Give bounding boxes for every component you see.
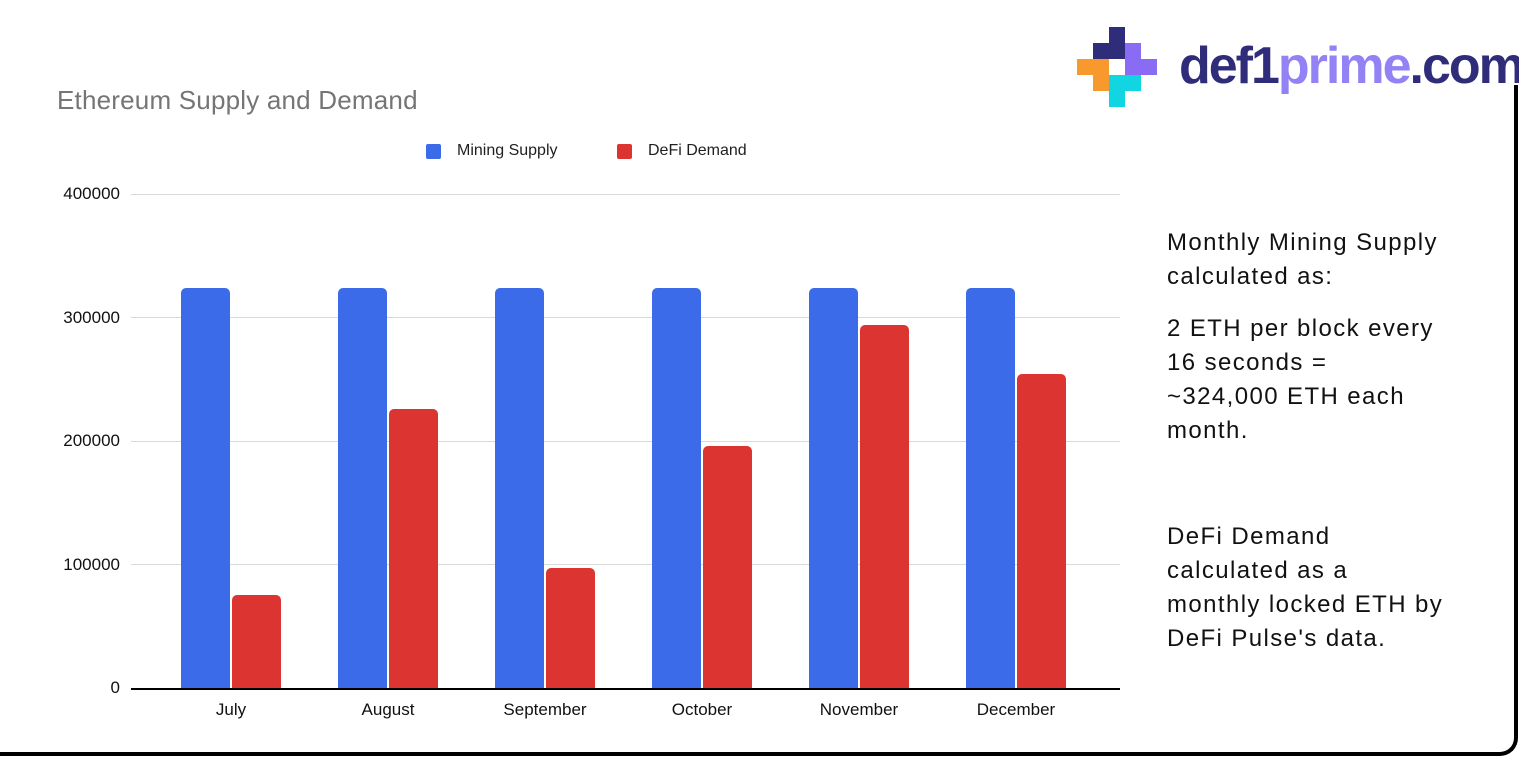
x-axis-label-december: December xyxy=(976,700,1056,719)
y-axis-tick-label: 400000 xyxy=(63,184,120,203)
annotation-panel: Monthly Mining Supply calculated as: 2 E… xyxy=(1167,226,1502,656)
defiprime-logo-icon xyxy=(1077,27,1157,107)
gridline xyxy=(131,564,1120,565)
chart-title: Ethereum Supply and Demand xyxy=(57,85,418,115)
legend-item-defi-demand[interactable]: DeFi Demand xyxy=(617,142,747,160)
x-axis-label-july: July xyxy=(215,700,247,719)
x-axis-label-august: August xyxy=(361,700,415,719)
annotation-mining-supply-heading: Monthly Mining Supply calculated as: xyxy=(1167,229,1438,290)
bar-defi-demand-october[interactable] xyxy=(703,446,752,688)
bar-mining-supply-october[interactable] xyxy=(652,288,701,688)
wordmark-dot-com: .com xyxy=(1409,37,1519,95)
legend-swatch xyxy=(617,143,632,159)
gridline xyxy=(131,440,1120,442)
bar-mining-supply-july[interactable] xyxy=(181,288,230,688)
bar-mining-supply-december[interactable] xyxy=(966,288,1015,688)
y-axis-tick-label: 200000 xyxy=(63,431,120,450)
wordmark-prime: prime xyxy=(1277,37,1412,95)
x-axis-label-november: November xyxy=(819,700,899,719)
bar-mining-supply-november[interactable] xyxy=(809,288,858,688)
gridline xyxy=(131,193,1120,195)
x-axis-label-september: September xyxy=(503,700,587,719)
bar-defi-demand-august[interactable] xyxy=(389,409,438,688)
annotation-mining-supply-detail: 2 ETH per block every 16 seconds = ~324,… xyxy=(1167,315,1434,444)
annotation-defi-demand: DeFi Demand calculated as a monthly lock… xyxy=(1167,523,1444,652)
bar-mining-supply-august[interactable] xyxy=(338,288,387,688)
y-axis-tick-label: 300000 xyxy=(63,307,120,327)
y-axis-tick-label: 0 xyxy=(110,678,120,697)
legend-item-mining-supply[interactable]: Mining Supply xyxy=(426,142,558,160)
bar-defi-demand-july[interactable] xyxy=(232,595,281,688)
gridline xyxy=(131,317,1120,318)
legend-swatch xyxy=(426,143,441,159)
x-axis-line xyxy=(131,688,1120,690)
legend-label: Mining Supply xyxy=(457,142,558,159)
y-axis-tick-label: 100000 xyxy=(63,554,120,574)
legend-label: DeFi Demand xyxy=(648,142,747,159)
bar-mining-supply-september[interactable] xyxy=(495,288,544,688)
defiprime-logo[interactable]: def1prime.com xyxy=(1077,27,1519,107)
defiprime-wordmark: def1prime.com xyxy=(1179,36,1519,96)
bar-defi-demand-december[interactable] xyxy=(1017,374,1066,688)
bar-defi-demand-september[interactable] xyxy=(546,568,595,688)
x-axis-label-october: October xyxy=(671,700,733,719)
wordmark-def1: def1 xyxy=(1179,37,1280,95)
bar-defi-demand-november[interactable] xyxy=(860,325,909,688)
